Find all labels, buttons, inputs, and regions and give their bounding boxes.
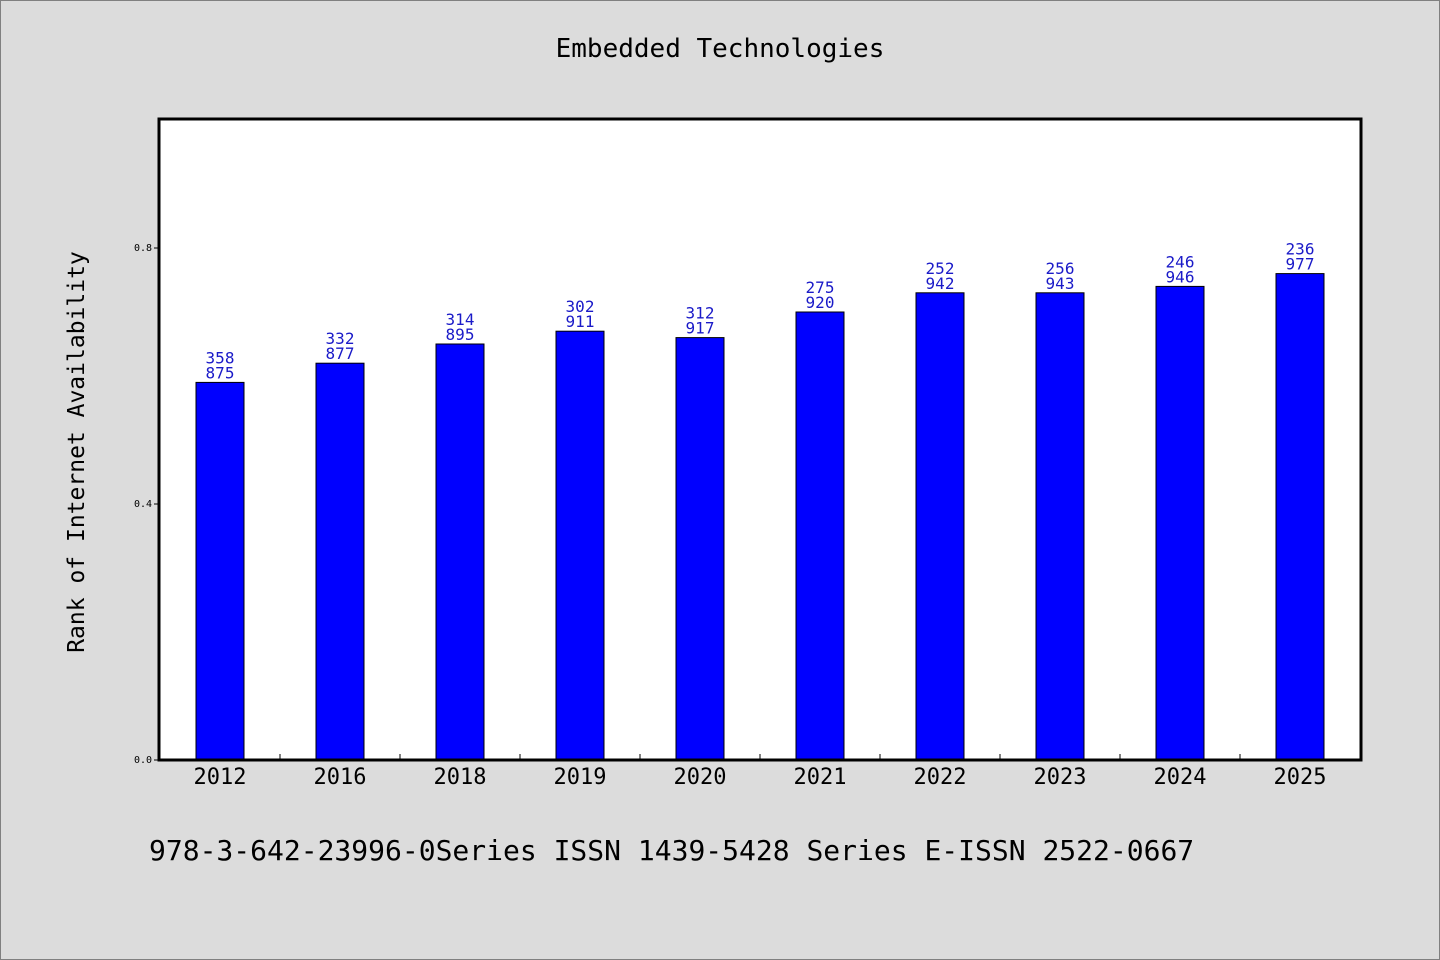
x-tick-label-2025: 2025: [1274, 765, 1327, 790]
x-tick-label-2024: 2024: [1154, 765, 1207, 790]
data-label-2012-2: 875: [206, 363, 235, 382]
data-label-2024-2: 946: [1166, 267, 1195, 286]
x-tick-label-2022: 2022: [914, 765, 967, 790]
x-tick-label-2016: 2016: [314, 765, 367, 790]
data-label-2019-2: 911: [566, 312, 595, 331]
data-label-2025-1: 236: [1286, 240, 1315, 259]
data-label-2022-2: 942: [926, 274, 955, 293]
bar-2021: [795, 311, 845, 761]
bar-2023: [1035, 292, 1085, 761]
y-tick-label-2: 0.8: [134, 243, 152, 254]
data-label-2023-2: 943: [1046, 274, 1075, 293]
x-tick-label-2023: 2023: [1034, 765, 1087, 790]
bars-layer: [195, 273, 1325, 761]
data-label-2022-1: 252: [926, 259, 955, 278]
data-label-2016-2: 877: [326, 344, 355, 363]
data-label-2018-2: 895: [446, 325, 475, 344]
plot-frame: [157, 117, 1363, 762]
data-label-2024-1: 246: [1166, 252, 1195, 271]
x-tick-label-2012: 2012: [194, 765, 247, 790]
data-label-2025-2: 977: [1286, 255, 1315, 274]
bar-2022: [915, 292, 965, 761]
bar-2020: [675, 337, 725, 761]
x-tick-label-2021: 2021: [794, 765, 847, 790]
x-tick-label-2019: 2019: [554, 765, 607, 790]
bar-2012: [195, 381, 245, 761]
bar-2024: [1155, 285, 1205, 761]
data-label-2018-1: 314: [446, 310, 475, 329]
x-tick-label-2020: 2020: [674, 765, 727, 790]
y-tick-label-0: 0.0: [134, 755, 152, 766]
data-label-2021-1: 275: [806, 278, 835, 297]
y-ticks-layer: 0.0 0.4 0.8: [134, 243, 160, 766]
chart-title: Embedded Technologies: [555, 34, 885, 64]
y-tick-label-1: 0.4: [134, 499, 152, 510]
data-label-2012-1: 358: [206, 348, 235, 367]
data-label-2020-2: 917: [686, 319, 715, 338]
data-label-2020-1: 312: [686, 304, 715, 323]
x-tick-label-2018: 2018: [434, 765, 487, 790]
data-label-2021-2: 920: [806, 293, 835, 312]
footer-text: 978-3-642-23996-0Series ISSN 1439-5428 S…: [149, 834, 1195, 867]
bar-2025: [1275, 273, 1325, 761]
bar-2016: [315, 362, 365, 761]
bar-2019: [555, 330, 605, 761]
data-label-2023-1: 256: [1046, 259, 1075, 278]
data-label-2016-1: 332: [326, 329, 355, 348]
x-ticks-layer: 2012 2016 2018 2019 2020 2021 2022 2023 2024 2025: [194, 754, 1327, 790]
bar-2018: [435, 343, 485, 761]
data-label-2019-1: 302: [566, 297, 595, 316]
